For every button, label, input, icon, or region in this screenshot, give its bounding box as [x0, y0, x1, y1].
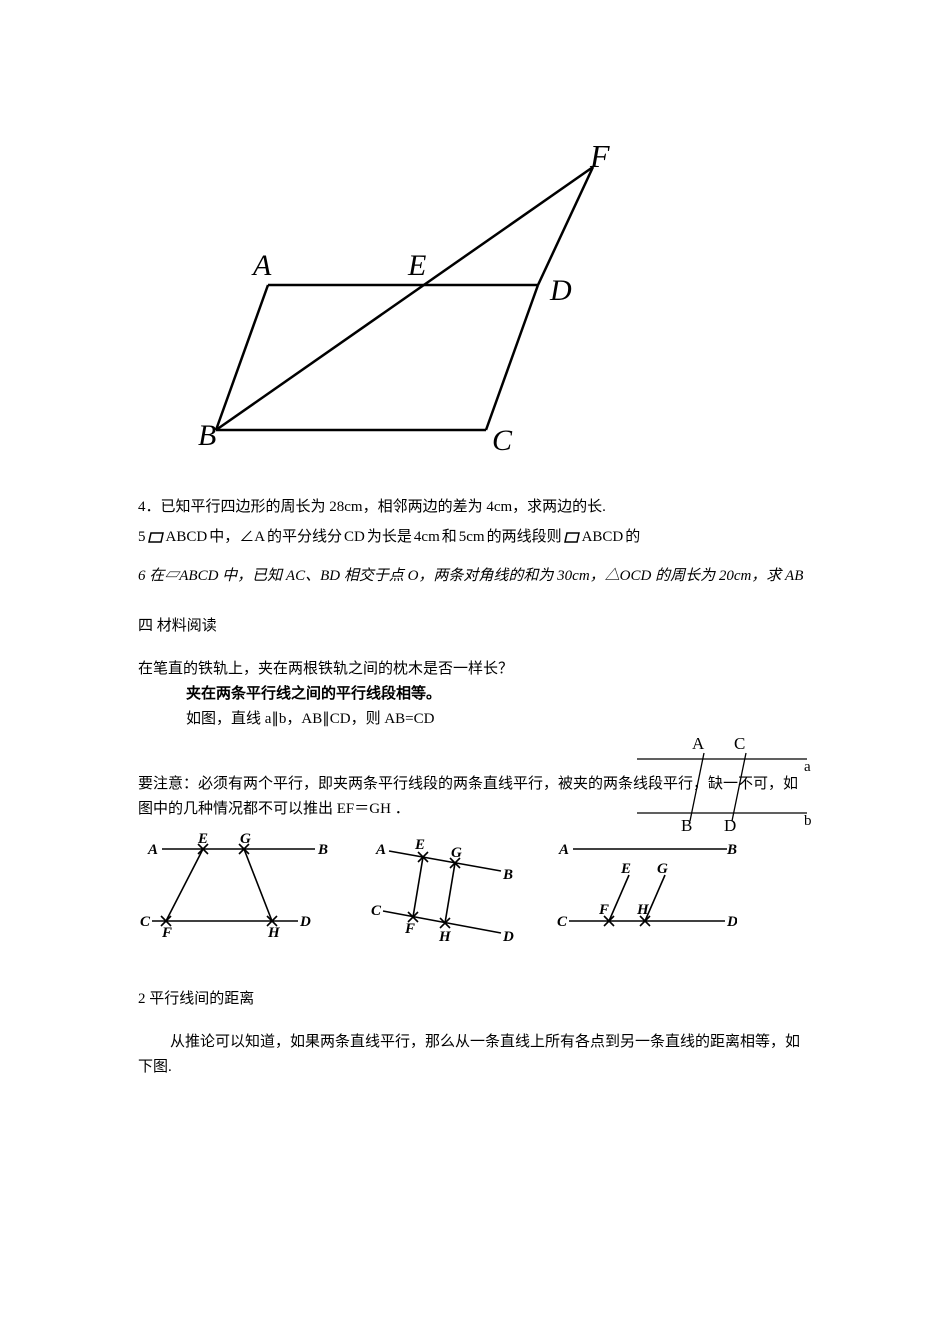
- p5-s2: ABCD: [166, 525, 208, 551]
- p5-s4: 的平分线分: [267, 525, 342, 551]
- pl-A: A: [692, 734, 705, 753]
- svg-text:G: G: [451, 845, 462, 861]
- theorem-line: 夹在两条平行线之间的平行线段相等。: [138, 682, 810, 703]
- svg-text:H: H: [636, 902, 650, 918]
- p5-s9: 5cm: [459, 525, 485, 551]
- svg-text:E: E: [620, 861, 631, 877]
- fig-trapezoid-2: A B C D E G F H: [371, 829, 521, 949]
- problem-5: 5 ABCD 中，∠A 的平分线分 CD 为长是 4cm 和 5cm 的两线段则…: [138, 525, 810, 551]
- example-line: 如图，直线 a∥b，AB∥CD，则 AB=CD: [138, 707, 810, 728]
- pl-B: B: [681, 816, 692, 835]
- label-C: C: [492, 424, 513, 455]
- fig-trapezoid-1: A B C D E G F H: [140, 829, 335, 939]
- svg-text:H: H: [438, 929, 452, 945]
- problem-6: 6 在▱ABCD 中，已知 AC、BD 相交于点 O，两条对角线的和为 30cm…: [138, 564, 810, 590]
- svg-text:F: F: [404, 921, 415, 937]
- svg-text:G: G: [657, 861, 668, 877]
- svg-text:F: F: [598, 902, 609, 918]
- subsection-title: 2 平行线间的距离: [138, 987, 810, 1008]
- problem-4: 4．已知平行四边形的周长为 28cm，相邻两边的差为 4cm，求两边的长.: [138, 495, 810, 521]
- parallelogram-icon: [564, 532, 580, 543]
- pl-C: C: [734, 734, 745, 753]
- p5-s7: 4cm: [414, 525, 440, 551]
- p5-s10: 的两线段则: [487, 525, 562, 551]
- last-paragraph: 从推论可以知道，如果两条直线平行，那么从一条直线上所有各点到另一条直线的距离相等…: [138, 1030, 810, 1081]
- parallelogram-svg: A B C D E F: [198, 135, 628, 455]
- p6-text: 6 在▱ABCD 中，已知 AC、BD 相交于点 O，两条对角线的和为 30cm…: [138, 568, 803, 584]
- svg-text:B: B: [317, 842, 328, 858]
- p5-s8: 和: [442, 525, 457, 551]
- main-parallelogram-figure: A B C D E F: [138, 135, 810, 460]
- svg-text:E: E: [414, 837, 425, 853]
- pl-D: D: [724, 816, 736, 835]
- pl-a: a: [804, 759, 811, 775]
- svg-text:F: F: [161, 925, 172, 939]
- svg-text:D: D: [299, 914, 311, 930]
- p5-s11: ABCD: [582, 525, 624, 551]
- svg-text:B: B: [502, 867, 513, 883]
- svg-text:D: D: [726, 914, 737, 930]
- three-figures-row: A B C D E G F H A B C D E G: [138, 829, 810, 949]
- label-D: D: [549, 274, 572, 307]
- svg-text:D: D: [502, 929, 514, 945]
- p5-s3: 中，∠A: [209, 525, 265, 551]
- p5-s6: 为长是: [367, 525, 412, 551]
- label-A: A: [251, 249, 272, 282]
- svg-text:G: G: [240, 831, 251, 847]
- svg-text:C: C: [557, 914, 568, 930]
- label-E: E: [407, 249, 426, 282]
- note-3: ．: [395, 801, 410, 817]
- label-F: F: [589, 138, 610, 174]
- label-B: B: [198, 419, 216, 452]
- section-4-title: 四 材料阅读: [138, 614, 810, 635]
- p5-s5: CD: [344, 525, 365, 551]
- parallelogram-icon: [148, 532, 164, 543]
- svg-text:C: C: [140, 914, 151, 930]
- question-line: 在笔直的铁轨上，夹在两根铁轨之间的枕木是否一样长？: [138, 657, 810, 678]
- p5-s1: 5: [138, 525, 146, 551]
- note-2: EF＝GH: [337, 801, 391, 817]
- svg-text:E: E: [197, 831, 208, 847]
- svg-text:A: A: [147, 842, 158, 858]
- svg-text:A: A: [375, 842, 386, 858]
- pl-b: b: [804, 813, 812, 829]
- parallel-lines-figure: A C B D a b: [632, 731, 822, 846]
- svg-text:A: A: [558, 842, 569, 858]
- p5-s12: 的: [625, 525, 640, 551]
- svg-text:H: H: [267, 925, 281, 939]
- svg-text:C: C: [371, 903, 382, 919]
